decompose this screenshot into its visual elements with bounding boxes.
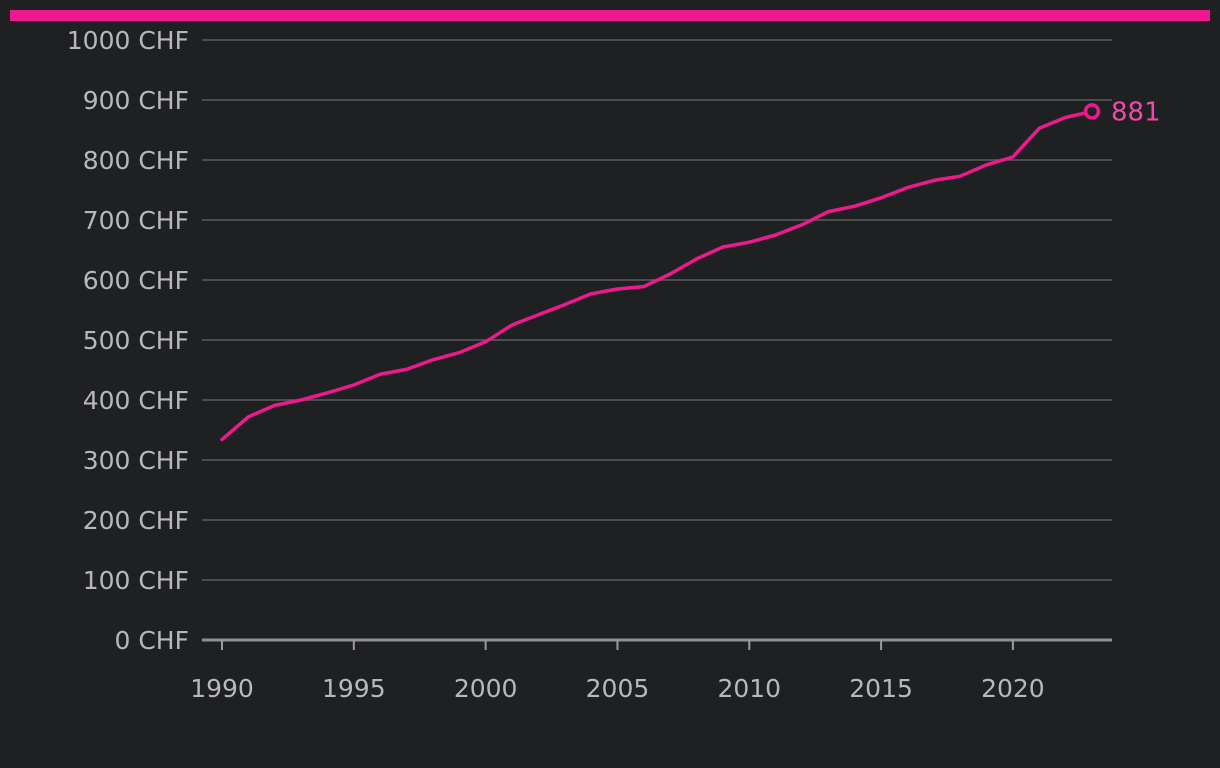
x-tick-label: 1995 bbox=[322, 674, 386, 703]
y-tick-label: 200 CHF bbox=[83, 506, 189, 535]
y-tick-label: 400 CHF bbox=[83, 386, 189, 415]
y-tick-label: 100 CHF bbox=[83, 566, 189, 595]
y-tick-label: 1000 CHF bbox=[67, 26, 189, 55]
x-tick-label: 1990 bbox=[190, 674, 254, 703]
x-tick-label: 2010 bbox=[717, 674, 781, 703]
chart-top-accent-bar bbox=[10, 10, 1210, 21]
y-tick-label: 0 CHF bbox=[115, 626, 190, 655]
end-value-label: 881 bbox=[1111, 97, 1161, 127]
y-tick-label: 600 CHF bbox=[83, 266, 189, 295]
series-line bbox=[220, 109, 1094, 442]
x-axis: 1990 1995 2000 2005 2010 2015 2020 bbox=[190, 640, 1045, 703]
y-tick-label: 700 CHF bbox=[83, 206, 189, 235]
x-tick-label: 2015 bbox=[849, 674, 913, 703]
y-tick-label: 300 CHF bbox=[83, 446, 189, 475]
x-tick-label: 2005 bbox=[586, 674, 650, 703]
grid-layer bbox=[202, 39, 1112, 642]
y-tick-label: 500 CHF bbox=[83, 326, 189, 355]
end-point-marker bbox=[1083, 103, 1101, 120]
y-tick-label: 900 CHF bbox=[83, 86, 189, 115]
x-tick-label: 2000 bbox=[454, 674, 518, 703]
y-tick-label: 800 CHF bbox=[83, 146, 189, 175]
x-tick-label: 2020 bbox=[981, 674, 1045, 703]
y-axis: 0 CHF 100 CHF 200 CHF 300 CHF 400 CHF 500 CHF… bbox=[67, 26, 189, 655]
